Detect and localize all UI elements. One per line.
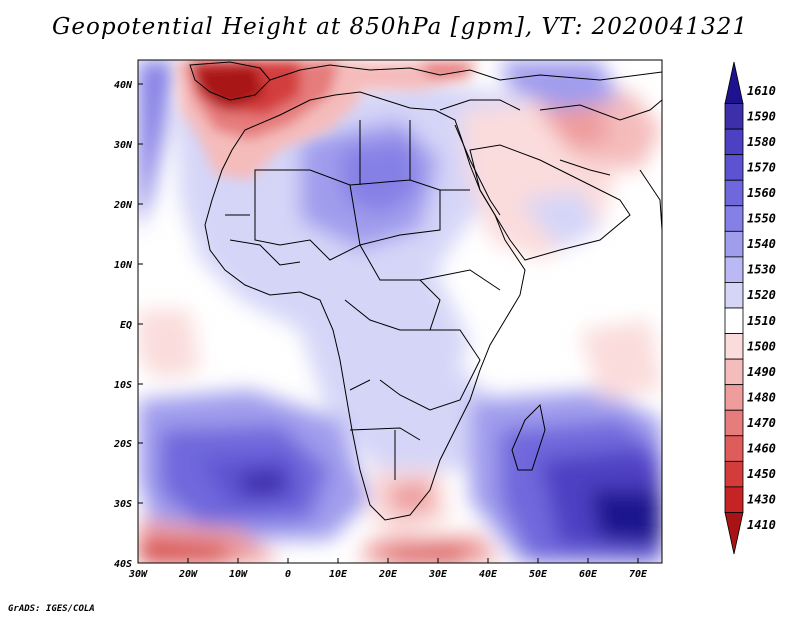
lon-label: 60E — [579, 569, 598, 580]
map-title: Geopotential Height at 850hPa [gpm], VT:… — [52, 14, 748, 40]
lat-label: 30N — [113, 140, 133, 151]
lon-label: 30W — [128, 569, 148, 580]
colorbar-label: 1490 — [747, 365, 776, 379]
lat-label: 10S — [114, 380, 132, 391]
colorbar-label: 1530 — [747, 263, 776, 277]
colorbar-swatch — [724, 460, 744, 488]
lat-label: 40N — [114, 80, 133, 91]
lon-label: 70E — [629, 569, 648, 580]
lon-label: 20W — [178, 569, 198, 580]
colorbar-label: 1520 — [747, 288, 776, 302]
colorbar-swatch — [724, 358, 744, 386]
colorbar-swatch — [724, 486, 744, 513]
colorbar: 1610 1590 1580 1570 1560 1550 1540 1530 1520 1510… — [724, 61, 776, 555]
colorbar-label: 1470 — [747, 416, 776, 430]
colorbar-label: 1570 — [747, 160, 776, 174]
colorbar-label: 1560 — [747, 186, 776, 200]
colorbar-label: 1480 — [747, 390, 776, 404]
colorbar-swatch — [724, 435, 744, 462]
colorbar-swatch — [724, 282, 744, 309]
colorbar-swatch — [724, 205, 744, 232]
colorbar-swatch — [724, 103, 744, 130]
height-field — [138, 60, 662, 563]
colorbar-swatch — [724, 333, 744, 360]
lon-label: 0 — [285, 569, 291, 580]
colorbar-swatch — [724, 128, 744, 156]
lat-label: 30S — [113, 499, 132, 510]
lon-label: 40E — [479, 569, 498, 580]
colorbar-label: 1590 — [747, 109, 776, 123]
colorbar-label: 1500 — [747, 339, 776, 353]
colorbar-label: 1430 — [747, 493, 776, 507]
colorbar-label: 1610 — [747, 84, 776, 98]
colorbar-swatch — [724, 61, 744, 104]
colorbar-label: 1410 — [747, 518, 776, 532]
colorbar-swatch — [724, 230, 744, 258]
latitude-axis: 40N 30N 20N 10N EQ 10S 20S 30S 40S — [113, 80, 133, 570]
lon-label: 10W — [229, 569, 248, 580]
colorbar-swatch — [724, 384, 744, 411]
colorbar-swatch — [724, 409, 744, 437]
colorbar-label: 1540 — [747, 237, 776, 251]
longitude-axis: 30W 20W 10W 0 10E 20E 30E 40E 50E 60E 70… — [128, 569, 648, 580]
longitude-ticks — [187, 558, 639, 563]
colorbar-label: 1550 — [747, 212, 776, 226]
lat-label: 10N — [114, 260, 133, 271]
colorbar-label: 1580 — [747, 135, 776, 149]
colorbar-label: 1450 — [747, 467, 776, 481]
grads-credit: GrADS: IGES/COLA — [8, 604, 95, 614]
lat-label: EQ — [120, 320, 132, 331]
coastlines — [189, 61, 662, 521]
lon-label: 50E — [529, 569, 548, 580]
latitude-ticks — [138, 83, 143, 504]
lon-label: 20E — [378, 569, 398, 580]
lat-label: 20S — [113, 439, 132, 450]
colorbar-swatch — [724, 512, 744, 555]
lat-label: 20N — [113, 200, 133, 211]
map-frame — [137, 59, 663, 564]
colorbar-swatch — [724, 154, 744, 181]
colorbar-swatch — [724, 256, 744, 283]
colorbar-label: 1460 — [747, 442, 776, 456]
lon-label: 10E — [329, 569, 348, 580]
colorbar-swatch — [724, 179, 744, 207]
lat-label: 40S — [114, 559, 132, 570]
colorbar-swatch — [724, 307, 744, 334]
colorbar-label: 1510 — [747, 314, 776, 328]
lon-label: 30E — [428, 569, 448, 580]
